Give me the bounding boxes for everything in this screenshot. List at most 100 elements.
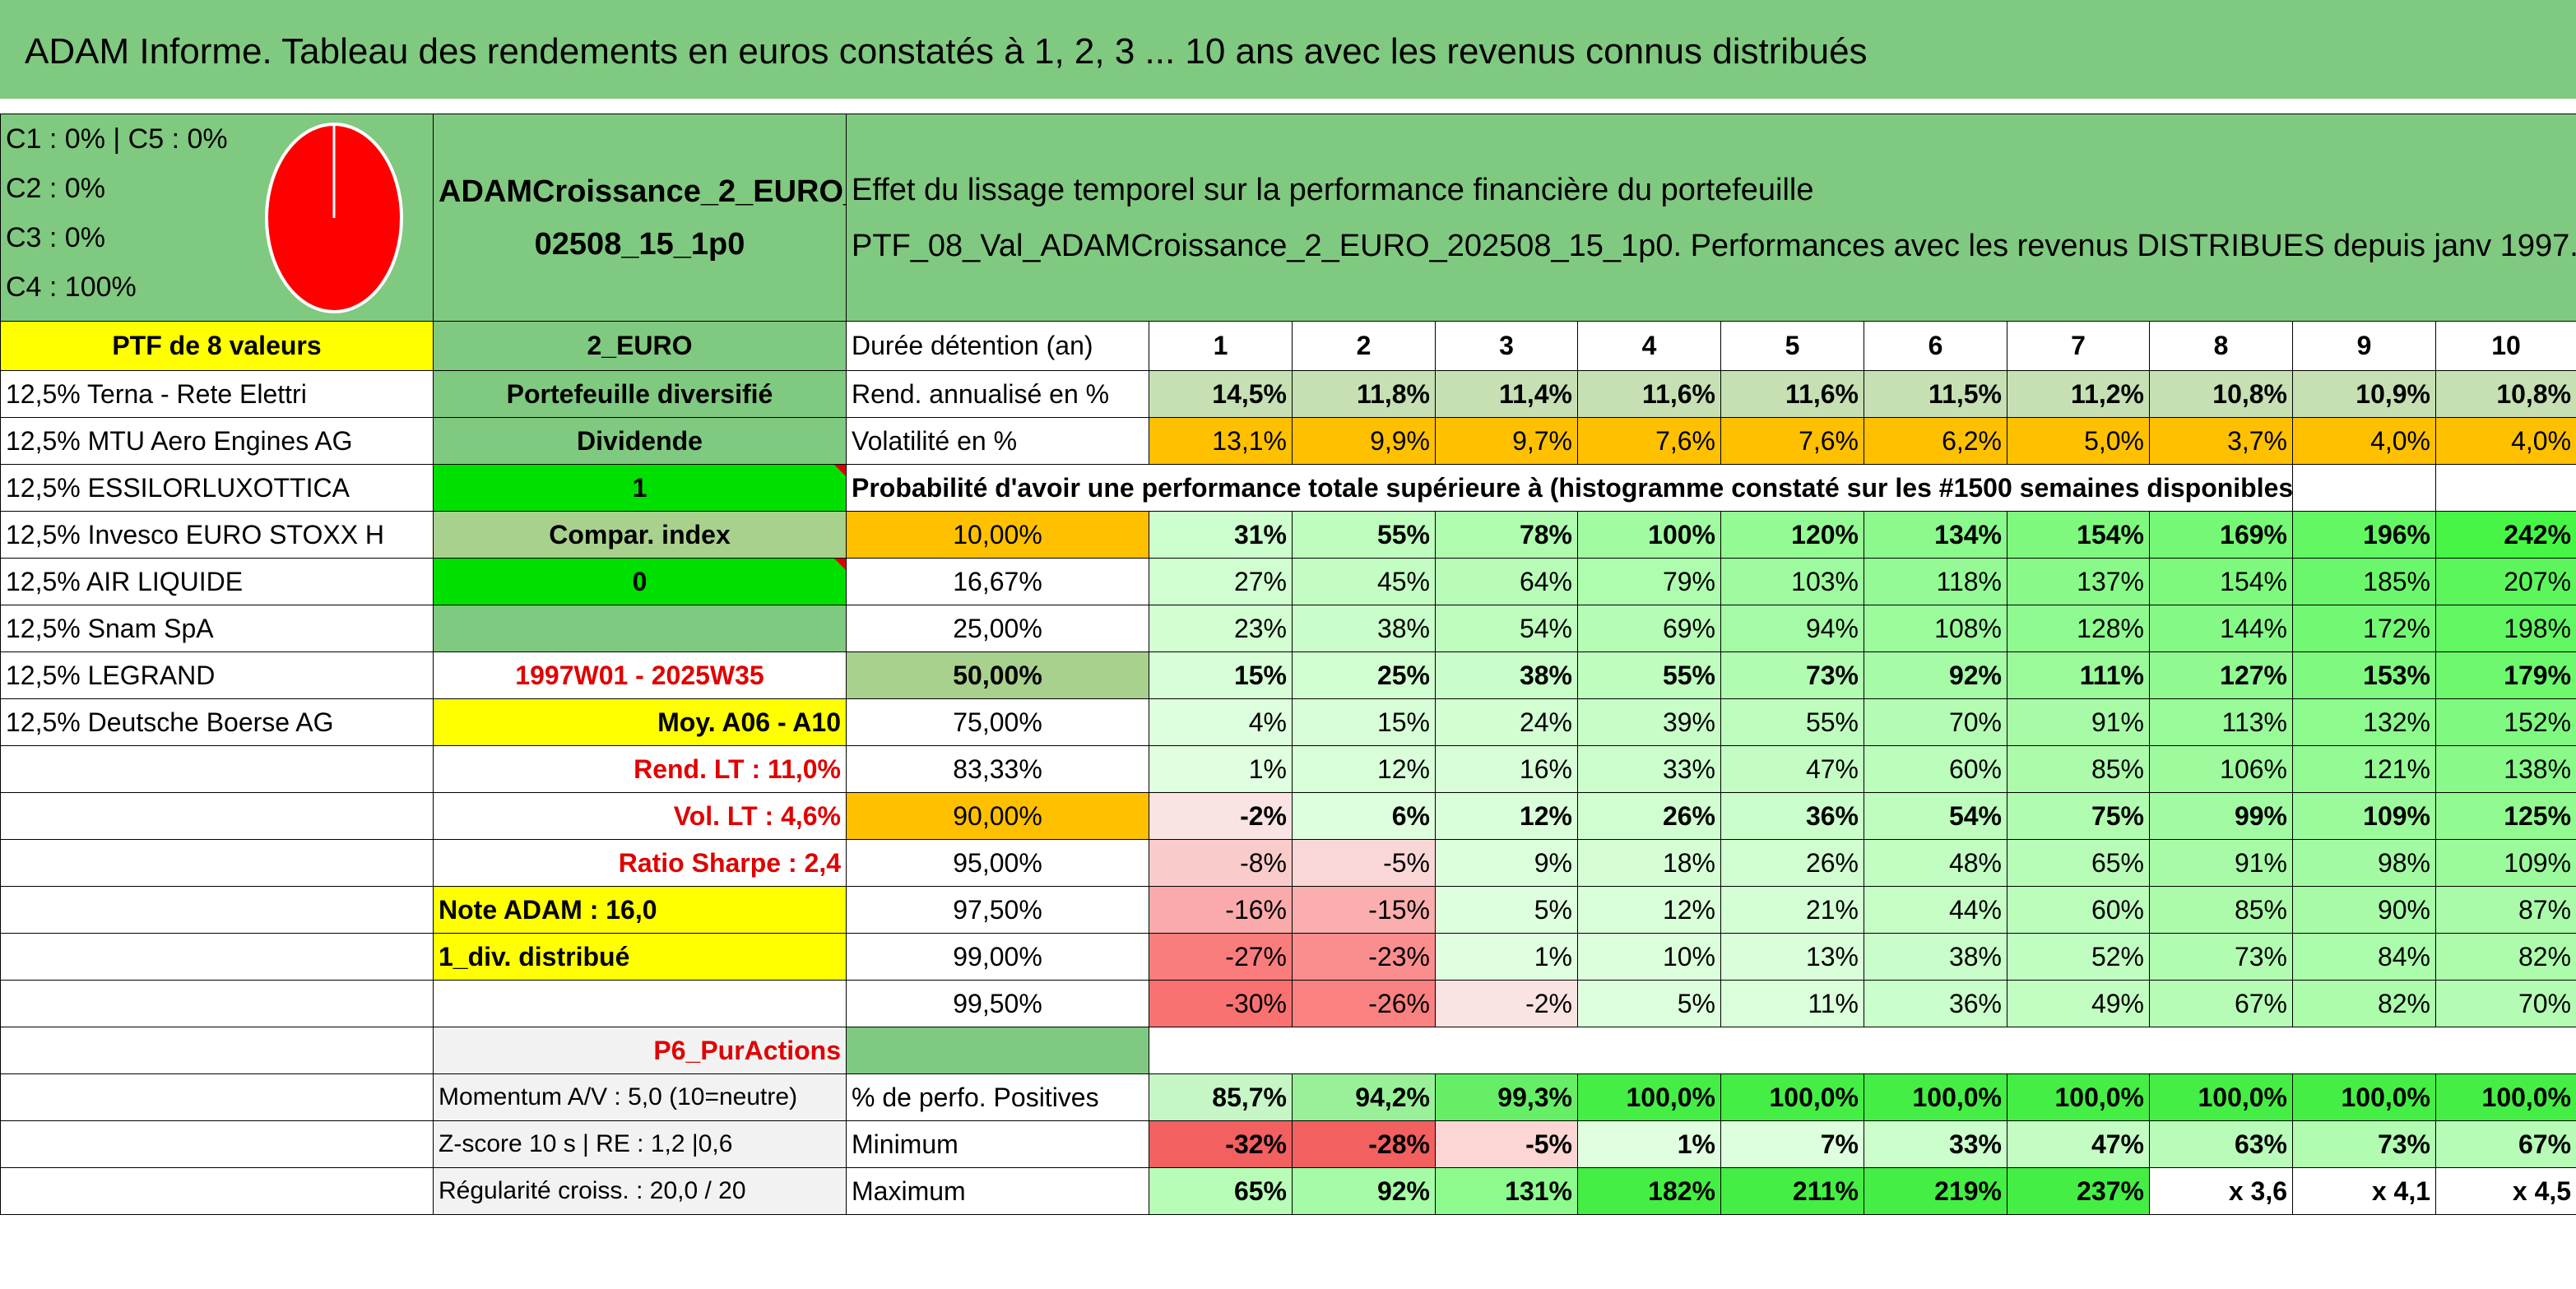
max-label: Maximum bbox=[846, 1167, 1149, 1215]
vol-lt: Vol. LT : 4,6% bbox=[433, 792, 847, 840]
fund-name: ADAMCroissance_2_EURO_2 02508_15_1p0 bbox=[433, 114, 847, 322]
empty-cell bbox=[433, 980, 847, 1027]
vol-value: 9,7% bbox=[1435, 417, 1578, 465]
fund-name-line1: ADAMCroissance_2_EURO_2 bbox=[439, 174, 847, 209]
probability-value: 108% bbox=[1864, 605, 2007, 652]
durations-label: Durée détention (an) bbox=[846, 321, 1149, 371]
probability-value: 198% bbox=[2434, 605, 2576, 652]
probability-value: 154% bbox=[2149, 558, 2293, 605]
probability-value: 1% bbox=[1149, 745, 1293, 793]
positive-value: 100,0% bbox=[2434, 1073, 2576, 1121]
vol-value: 3,7% bbox=[2149, 417, 2293, 465]
rend-lt: Rend. LT : 11,0% bbox=[433, 745, 847, 793]
probability-value: 118% bbox=[1864, 558, 2007, 605]
probability-value: 45% bbox=[1292, 558, 1436, 605]
probability-threshold: 99,00% bbox=[846, 933, 1149, 981]
probability-threshold: 10,00% bbox=[846, 511, 1149, 559]
max-value: 182% bbox=[1577, 1167, 1721, 1215]
empty-cell bbox=[1148, 1027, 2576, 1074]
probability-value: -8% bbox=[1149, 839, 1293, 887]
positive-value: 100,0% bbox=[1577, 1073, 1721, 1121]
probability-value: 87% bbox=[2434, 886, 2576, 934]
legend-item: C4 : 100% bbox=[6, 271, 137, 303]
max-value: 65% bbox=[1149, 1167, 1293, 1215]
min-value: 63% bbox=[2149, 1120, 2293, 1168]
min-value: 7% bbox=[1720, 1120, 1864, 1168]
probability-value: 99% bbox=[2149, 792, 2293, 840]
probability-value: 23% bbox=[1149, 605, 1293, 652]
probability-value: 70% bbox=[1864, 698, 2007, 746]
positive-value: 100,0% bbox=[2007, 1073, 2150, 1121]
probability-threshold: 95,00% bbox=[846, 839, 1149, 887]
probability-value: 49% bbox=[2007, 980, 2150, 1027]
probability-value: 26% bbox=[1720, 839, 1864, 887]
max-value: 237% bbox=[2007, 1167, 2150, 1215]
compar-label: Compar. index bbox=[433, 511, 847, 559]
probability-value: 4% bbox=[1149, 698, 1293, 746]
probability-threshold: 97,50% bbox=[846, 886, 1149, 934]
probability-value: -27% bbox=[1149, 933, 1293, 981]
zscore: Z-score 10 s | RE : 1,2 |0,6 bbox=[433, 1120, 847, 1168]
probability-value: 24% bbox=[1435, 698, 1578, 746]
regularite: Régularité croiss. : 20,0 / 20 bbox=[433, 1167, 847, 1215]
max-value: 219% bbox=[1864, 1167, 2007, 1215]
probability-value: 169% bbox=[2149, 511, 2293, 559]
probability-value: 85% bbox=[2149, 886, 2293, 934]
probability-value: -2% bbox=[1435, 980, 1578, 1027]
probability-value: 54% bbox=[1435, 605, 1578, 652]
probability-value: 127% bbox=[2149, 651, 2293, 699]
probability-value: 84% bbox=[2292, 933, 2436, 981]
probability-value: 64% bbox=[1435, 558, 1578, 605]
duration-header: 6 bbox=[1864, 321, 2007, 371]
probability-value: 242% bbox=[2434, 511, 2576, 559]
empty-cell bbox=[0, 980, 434, 1027]
probability-threshold: 90,00% bbox=[846, 792, 1149, 840]
probability-value: 109% bbox=[2434, 839, 2576, 887]
allocation-legend: C1 : 0% | C5 : 0% C2 : 0% C3 : 0% C4 : 100% bbox=[2, 115, 433, 313]
probability-threshold: 16,67% bbox=[846, 558, 1149, 605]
probability-value: 196% bbox=[2292, 511, 2436, 559]
page-title: ADAM Informe. Tableau des rendements en … bbox=[0, 0, 2576, 99]
probability-value: 54% bbox=[1864, 792, 2007, 840]
duration-header: 1 bbox=[1149, 321, 1293, 371]
probability-value: -26% bbox=[1292, 980, 1436, 1027]
probability-value: 60% bbox=[1864, 745, 2007, 793]
rend-value: 10,8% bbox=[2149, 370, 2293, 418]
probability-value: 38% bbox=[1435, 651, 1578, 699]
probability-threshold: 99,50% bbox=[846, 980, 1149, 1027]
probability-value: 137% bbox=[2007, 558, 2150, 605]
probability-value: 91% bbox=[2149, 839, 2293, 887]
probability-value: 11% bbox=[1720, 980, 1864, 1027]
probability-value: 26% bbox=[1577, 792, 1721, 840]
vol-value: 9,9% bbox=[1292, 417, 1436, 465]
max-value: x 4,5 bbox=[2434, 1167, 2576, 1215]
description-line2: PTF_08_Val_ADAMCroissance_2_EURO_202508_… bbox=[852, 228, 2576, 263]
min-value: 1% bbox=[1577, 1120, 1721, 1168]
probability-value: -15% bbox=[1292, 886, 1436, 934]
rend-label: Rend. annualisé en % bbox=[846, 370, 1149, 418]
positive-value: 85,7% bbox=[1149, 1073, 1293, 1121]
holding: 12,5% MTU Aero Engines AG bbox=[0, 417, 434, 465]
duration-header: 9 bbox=[2292, 321, 2436, 371]
momentum: Momentum A/V : 5,0 (10=neutre) bbox=[433, 1073, 847, 1121]
probability-value: 121% bbox=[2292, 745, 2436, 793]
probability-value: 13% bbox=[1720, 933, 1864, 981]
empty-cell bbox=[0, 1027, 434, 1074]
rend-value: 11,6% bbox=[1577, 370, 1721, 418]
probability-value: 52% bbox=[2007, 933, 2150, 981]
probability-value: 38% bbox=[1864, 933, 2007, 981]
probability-value: 18% bbox=[1577, 839, 1721, 887]
compar-value: 0 bbox=[433, 558, 847, 605]
portfolio-type: Portefeuille diversifié bbox=[433, 370, 847, 418]
probability-value: 16% bbox=[1435, 745, 1578, 793]
empty-cell bbox=[0, 1073, 434, 1121]
vol-value: 4,0% bbox=[2292, 417, 2436, 465]
ptf-label: PTF de 8 valeurs bbox=[0, 321, 434, 371]
probability-value: 6% bbox=[1292, 792, 1436, 840]
probability-value: 12% bbox=[1577, 886, 1721, 934]
probability-value: 134% bbox=[1864, 511, 2007, 559]
empty-cell bbox=[433, 605, 847, 652]
empty-cell bbox=[2434, 464, 2576, 512]
empty-cell bbox=[0, 933, 434, 981]
rend-value: 10,9% bbox=[2292, 370, 2436, 418]
